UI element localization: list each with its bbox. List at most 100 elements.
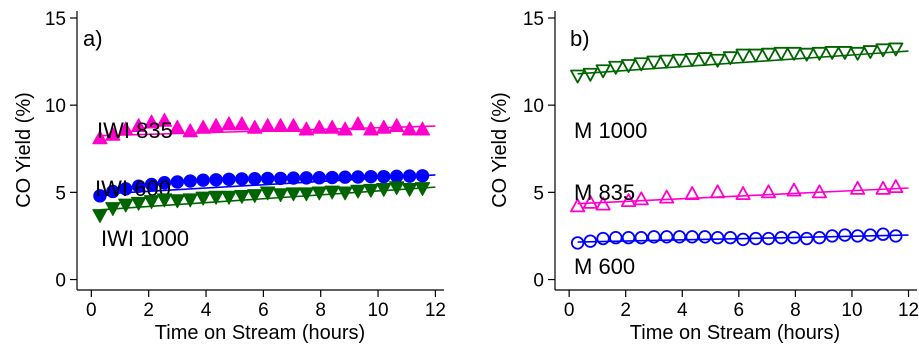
data-point xyxy=(888,179,904,194)
data-point xyxy=(260,118,276,132)
x-tick-label: 2 xyxy=(620,300,631,321)
data-point xyxy=(633,57,649,72)
data-point xyxy=(183,174,197,188)
data-point xyxy=(157,176,172,190)
data-point xyxy=(195,119,211,134)
data-point xyxy=(875,43,891,58)
data-point xyxy=(298,121,314,136)
data-point xyxy=(131,196,147,211)
data-point xyxy=(170,175,185,189)
data-point xyxy=(672,230,687,244)
data-point xyxy=(735,48,751,63)
data-point xyxy=(376,119,392,134)
data-point xyxy=(156,112,173,127)
x-tick-label: 10 xyxy=(841,300,862,321)
data-point xyxy=(685,230,699,244)
data-point xyxy=(710,184,726,199)
data-point xyxy=(786,46,802,61)
data-point xyxy=(222,172,236,186)
data-point xyxy=(414,121,431,136)
data-point xyxy=(299,171,314,185)
data-point xyxy=(620,193,637,208)
data-point xyxy=(350,184,366,199)
data-point xyxy=(272,118,289,132)
panel-label: b) xyxy=(570,26,590,51)
data-point xyxy=(786,182,802,197)
data-point xyxy=(143,114,160,129)
data-point xyxy=(234,189,250,204)
data-point xyxy=(105,126,121,141)
data-point xyxy=(659,54,675,69)
data-point xyxy=(583,234,598,248)
data-point xyxy=(876,227,890,241)
series-label: M 600 xyxy=(574,254,635,279)
series-iwi-835: IWI 835 xyxy=(92,112,436,145)
data-point xyxy=(169,119,185,134)
y-tick-label: 5 xyxy=(533,183,544,204)
data-point xyxy=(273,171,288,186)
data-point xyxy=(363,183,379,198)
data-point xyxy=(825,229,839,243)
y-tick-label: 5 xyxy=(55,183,66,204)
x-tick-label: 6 xyxy=(734,300,745,321)
data-point xyxy=(234,116,250,131)
series-label: M 835 xyxy=(574,180,635,205)
data-point xyxy=(811,46,827,61)
data-point xyxy=(363,121,379,136)
data-point xyxy=(620,59,637,73)
data-point xyxy=(761,231,776,246)
data-point xyxy=(209,173,223,187)
data-point xyxy=(221,190,237,205)
data-point xyxy=(182,193,198,208)
data-point xyxy=(92,130,108,145)
data-point xyxy=(401,121,418,136)
series-iwi-1000: IWI 1000 xyxy=(92,181,436,251)
data-point xyxy=(298,187,314,202)
data-point xyxy=(647,230,661,244)
data-point xyxy=(208,118,224,132)
data-point xyxy=(247,189,263,203)
data-point xyxy=(235,172,249,186)
data-point xyxy=(286,171,301,185)
data-point xyxy=(376,182,392,197)
data-point xyxy=(144,177,159,192)
data-point xyxy=(143,195,160,210)
data-point xyxy=(582,194,598,209)
data-point xyxy=(389,169,404,184)
x-tick-label: 10 xyxy=(367,300,388,321)
series-m-835: M 835 xyxy=(570,179,909,213)
x-tick-label: 2 xyxy=(143,300,154,321)
data-point xyxy=(324,185,340,200)
data-point xyxy=(105,202,121,217)
data-point xyxy=(850,180,866,195)
data-point xyxy=(634,230,648,245)
data-point xyxy=(621,230,636,245)
series-label: IWI 1000 xyxy=(101,226,189,251)
y-tick-label: 15 xyxy=(523,9,544,30)
data-point xyxy=(850,229,865,243)
x-tick-label: 0 xyxy=(86,300,97,321)
data-point xyxy=(570,198,586,213)
data-point xyxy=(736,232,750,247)
data-point xyxy=(196,173,210,187)
data-point xyxy=(570,236,585,250)
series-label: IWI 835 xyxy=(97,118,173,143)
y-axis-label: CO Yield (%) xyxy=(13,92,35,208)
data-point xyxy=(862,45,878,60)
data-point xyxy=(582,67,598,82)
y-axis-label: CO Yield (%) xyxy=(489,92,511,208)
data-point xyxy=(92,209,108,224)
data-point xyxy=(646,55,662,70)
data-point xyxy=(285,187,302,202)
data-point xyxy=(609,230,623,245)
data-point xyxy=(260,186,276,201)
y-tick-label: 10 xyxy=(45,96,66,117)
data-point xyxy=(285,118,302,132)
series-m-1000: M 1000 xyxy=(570,42,909,143)
data-point xyxy=(787,230,801,245)
data-point xyxy=(837,46,853,60)
data-point xyxy=(414,182,431,196)
data-point xyxy=(195,191,211,206)
x-tick-label: 6 xyxy=(258,300,269,321)
data-point xyxy=(351,170,365,184)
